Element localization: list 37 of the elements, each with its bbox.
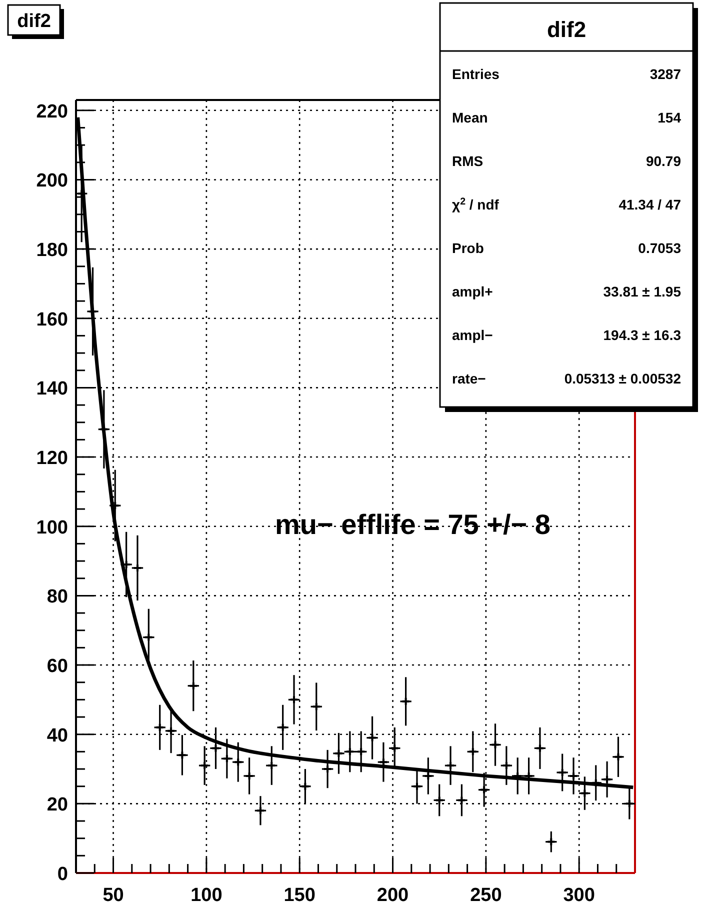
annotation: Prob (452, 240, 484, 256)
x-tick-label: 300 (563, 885, 595, 906)
x-tick-label: 250 (470, 885, 502, 906)
y-tick-label: 220 (36, 101, 68, 122)
y-tick-label: 100 (36, 517, 68, 538)
annotation: 194.3 ± 16.3 (603, 327, 682, 343)
annotation: 41.34 / 47 (618, 196, 682, 212)
annotation: ampl+ (452, 284, 493, 300)
y-tick-label: 120 (36, 448, 68, 470)
y-tick-label: 20 (46, 794, 68, 816)
x-tick-label: 50 (102, 885, 124, 906)
y-tick-label: 0 (57, 864, 68, 885)
y-tick-label: 180 (36, 240, 68, 262)
annotation: ampl− (452, 327, 493, 343)
y-tick-label: 40 (46, 725, 68, 746)
annotation: χ$^{2}$ / ndf (452, 196, 500, 212)
annotation: 0.05313 ± 0.00532 (564, 370, 682, 386)
y-tick-label: 60 (46, 656, 68, 678)
x-tick-label: 150 (284, 885, 316, 906)
text: 90.79 (646, 153, 682, 169)
text: 3287 (650, 66, 682, 82)
annotation: Mean (452, 110, 488, 126)
text: Entries (452, 66, 500, 82)
y-tick-label: 160 (36, 309, 68, 330)
text: dif2 (546, 17, 586, 42)
annotation: mu− efflife = 75 +/− 8 (275, 509, 550, 540)
y-tick-label: 140 (36, 378, 68, 400)
annotation: 33.81 ± 1.95 (603, 284, 682, 300)
annotation: rate− (452, 370, 486, 386)
y-tick-label: 80 (46, 586, 68, 608)
chart-title: dif2 (17, 11, 51, 32)
x-tick-label: 100 (190, 885, 222, 906)
x-tick-label: 200 (376, 885, 409, 906)
text: 154 (658, 110, 682, 126)
y-tick-label: 200 (36, 170, 68, 192)
annotation: RMS (452, 153, 484, 169)
text: 0.7053 (638, 240, 682, 256)
